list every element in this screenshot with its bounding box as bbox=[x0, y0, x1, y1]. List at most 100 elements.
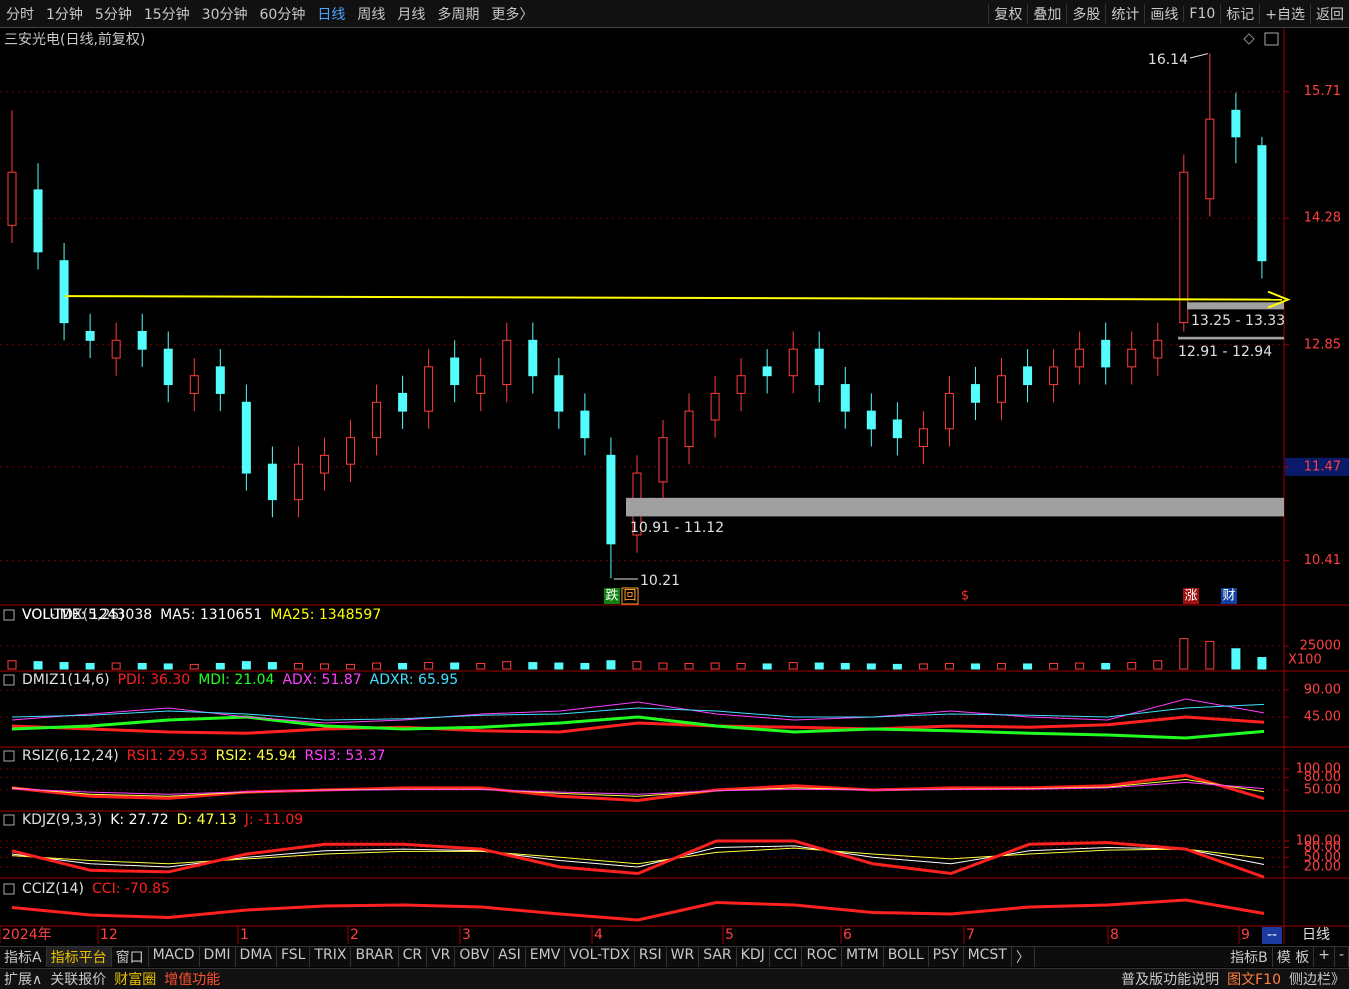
volume-bar bbox=[293, 662, 303, 670]
indicator-tab[interactable]: 指标B bbox=[1226, 947, 1273, 967]
volume-bar bbox=[241, 661, 251, 670]
period-tab[interactable]: 60分钟 bbox=[259, 6, 306, 23]
footer-button[interactable]: 关联报价 bbox=[50, 972, 107, 988]
tool-button[interactable]: 返回 bbox=[1310, 3, 1349, 24]
candle-body bbox=[866, 410, 876, 430]
period-tab[interactable]: 多周期 bbox=[437, 6, 480, 23]
indicator-tab[interactable]: BOLL bbox=[884, 947, 929, 967]
legend-item: J: -11.09 bbox=[244, 812, 303, 828]
tool-button[interactable]: 标记 bbox=[1220, 3, 1259, 24]
period-tab[interactable]: 更多〉 bbox=[491, 6, 534, 23]
volume-bar bbox=[59, 662, 69, 670]
indicator-tab[interactable]: 〉 bbox=[1012, 947, 1035, 967]
indicator-tab[interactable]: RSI bbox=[635, 947, 667, 967]
period-tab[interactable]: 5分钟 bbox=[94, 6, 132, 23]
indicator-tab[interactable]: EMV bbox=[526, 947, 566, 967]
candle-body bbox=[580, 410, 590, 439]
indicator-line bbox=[11, 715, 1265, 735]
period-tab[interactable]: 月线 bbox=[397, 6, 426, 23]
footer-button[interactable]: 增值功能 bbox=[164, 972, 221, 988]
candle-body bbox=[1127, 348, 1137, 368]
footer-button[interactable]: 普及版功能说明 bbox=[1121, 972, 1220, 988]
indicator-tab[interactable]: MCST bbox=[964, 947, 1012, 967]
volume-bar bbox=[189, 663, 199, 670]
indicator-tab[interactable]: 窗口 bbox=[112, 947, 149, 967]
tool-button[interactable]: 叠加 bbox=[1027, 3, 1066, 24]
candle-body bbox=[528, 339, 538, 377]
indicator-tab[interactable]: MACD bbox=[149, 947, 200, 967]
indicator-tab[interactable]: 指标平台 bbox=[46, 947, 112, 967]
indicator-tab[interactable]: KDJ bbox=[737, 947, 770, 967]
tool-button[interactable]: 多股 bbox=[1066, 3, 1105, 24]
y-tick-label: 90.00 bbox=[1304, 683, 1341, 698]
period-tab[interactable]: 周线 bbox=[357, 6, 386, 23]
y-tick-label: 80.00 bbox=[1304, 770, 1341, 785]
indicator-tab[interactable]: - bbox=[1335, 947, 1349, 967]
period-label[interactable]: 日线 bbox=[1302, 927, 1330, 943]
indicator-tab[interactable]: CR bbox=[399, 947, 428, 967]
legend-item: MA25: 1348597 bbox=[270, 607, 381, 623]
indicator-tab[interactable]: VOL-TDX bbox=[565, 947, 635, 967]
y-tick-label: 10.41 bbox=[1304, 553, 1341, 568]
indicator-tab[interactable]: MTM bbox=[842, 947, 884, 967]
volume-bar bbox=[736, 662, 746, 670]
candle-body bbox=[762, 366, 772, 377]
period-tab[interactable]: 15分钟 bbox=[143, 6, 190, 23]
indicator-tab[interactable]: + bbox=[1314, 947, 1335, 967]
signal-badge bbox=[621, 587, 639, 605]
indicator-tab[interactable]: PSY bbox=[929, 947, 964, 967]
candle-body bbox=[736, 375, 746, 394]
period-tab[interactable]: 分时 bbox=[6, 6, 34, 23]
period-tab[interactable]: 日线 bbox=[317, 6, 346, 23]
volume-bar bbox=[528, 662, 538, 670]
y-tick-label: 50.00 bbox=[1304, 783, 1341, 798]
indicator-tab[interactable]: CCI bbox=[770, 947, 803, 967]
indicator-tab[interactable]: FSL bbox=[277, 947, 311, 967]
period-tabs: 分时 1分钟 5分钟 15分钟 30分钟 60分钟 日线 周线 月线 多周期 更多〉 bbox=[0, 4, 539, 24]
indicator-tab[interactable]: OBV bbox=[455, 947, 495, 967]
candle-body bbox=[1231, 109, 1241, 138]
indicator-tab[interactable]: ASI bbox=[494, 947, 526, 967]
volume-bar bbox=[1049, 662, 1059, 670]
tool-button[interactable]: 画线 bbox=[1144, 3, 1183, 24]
period-tab[interactable]: 30分钟 bbox=[201, 6, 248, 23]
candle-body bbox=[918, 428, 928, 448]
candle-body bbox=[137, 330, 147, 350]
indicator-tab[interactable]: BRAR bbox=[351, 947, 399, 967]
indicator-tab[interactable]: DMA bbox=[236, 947, 277, 967]
signal-badge bbox=[604, 588, 620, 604]
footer-button[interactable]: 扩展∧ bbox=[4, 972, 43, 988]
tool-button[interactable]: +自选 bbox=[1259, 3, 1310, 24]
legend-item: KDJZ(9,3,3) bbox=[22, 812, 102, 828]
indicator-tab[interactable]: VR bbox=[427, 947, 456, 967]
indicator-tab[interactable]: DMI bbox=[200, 947, 236, 967]
dash-label: -- bbox=[1267, 927, 1277, 943]
candle-body bbox=[450, 357, 460, 386]
volume-bar bbox=[1127, 662, 1137, 670]
indicator-tab[interactable]: TRIX bbox=[310, 947, 352, 967]
dash-box bbox=[1262, 927, 1282, 944]
indicator-line bbox=[11, 847, 1265, 865]
volume-bar bbox=[1075, 662, 1085, 670]
indicator-tab[interactable]: WR bbox=[667, 947, 700, 967]
y-tick-label: 50.00 bbox=[1304, 850, 1341, 865]
indicator-line bbox=[11, 781, 1265, 795]
indicator-tab[interactable]: 模 板 bbox=[1273, 947, 1315, 967]
footer-button[interactable]: 图文F10 bbox=[1227, 972, 1281, 988]
candle-body bbox=[1257, 145, 1267, 262]
candle-body bbox=[372, 401, 382, 439]
date-label: 7 bbox=[966, 927, 975, 943]
indicator-tab[interactable]: SAR bbox=[699, 947, 737, 967]
indicator-tab[interactable]: ROC bbox=[802, 947, 842, 967]
tool-button[interactable]: 复权 bbox=[988, 3, 1027, 24]
footer-button[interactable]: 财富圈 bbox=[114, 972, 157, 988]
legend-item: VOLUME: 1243038 bbox=[22, 607, 152, 623]
tool-button[interactable]: 统计 bbox=[1105, 3, 1144, 24]
period-tab[interactable]: 1分钟 bbox=[46, 6, 83, 23]
volume-bar bbox=[1023, 663, 1033, 670]
footer-button[interactable]: 侧边栏》 bbox=[1289, 972, 1345, 988]
indicator-tab[interactable]: 指标A bbox=[0, 947, 47, 967]
tool-button[interactable]: F10 bbox=[1183, 5, 1220, 22]
icon bbox=[1243, 33, 1255, 45]
candle-body bbox=[554, 375, 564, 412]
